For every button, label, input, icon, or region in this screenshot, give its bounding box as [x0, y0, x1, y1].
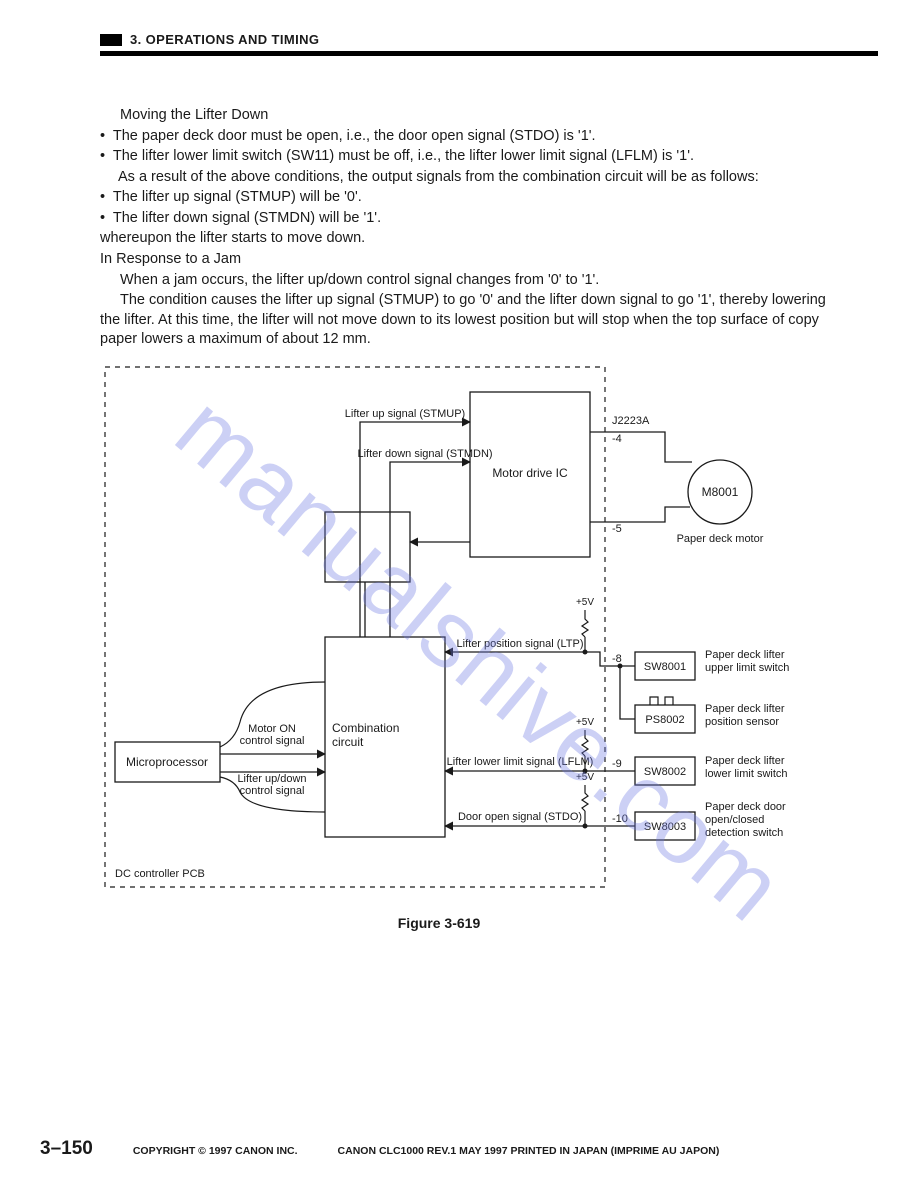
pin10-label: -10 — [612, 813, 628, 825]
pin5-label: -5 — [612, 523, 622, 535]
pin9-label: -9 — [612, 758, 622, 770]
j2223a-label: J2223A — [612, 415, 650, 427]
door-switch-label: Paper deck dooropen/closeddetection swit… — [705, 801, 786, 839]
page: 3. OPERATIONS AND TIMING Moving the Lift… — [0, 0, 918, 1188]
v5-2: +5V — [576, 717, 594, 728]
header-block-icon — [100, 34, 122, 46]
upper-limit-label: Paper deck lifterupper limit switch — [705, 649, 789, 674]
figure-caption: Figure 3-619 — [20, 915, 858, 931]
v5-3: +5V — [576, 772, 594, 783]
sw8003-label: SW8003 — [644, 821, 686, 833]
updown-label: Lifter up/downcontrol signal — [237, 773, 306, 797]
microprocessor-label: Microprocessor — [126, 755, 208, 769]
m8001-label: M8001 — [702, 485, 739, 499]
subheading: Moving the Lifter Down — [120, 106, 848, 126]
stmup-label: Lifter up signal (STMUP) — [345, 408, 465, 420]
footer-copyright: COPYRIGHT © 1997 CANON INC. — [133, 1145, 298, 1157]
footer-info: CANON CLC1000 REV.1 MAY 1997 PRINTED IN … — [338, 1145, 720, 1157]
ps8002-label: PS8002 — [645, 714, 684, 726]
lower-limit-label: Paper deck lifterlower limit switch — [705, 755, 788, 780]
motor-on-label: Motor ONcontrol signal — [240, 723, 305, 747]
bullet-2: • The lifter lower limit switch (SW11) m… — [100, 147, 848, 167]
header-rule — [100, 51, 878, 56]
pin8-label: -8 — [612, 653, 622, 665]
page-number: 3–150 — [40, 1138, 93, 1160]
sw8001-label: SW8001 — [644, 661, 686, 673]
section-title: 3. OPERATIONS AND TIMING — [130, 32, 319, 47]
para-4: When a jam occurs, the lifter up/down co… — [100, 271, 848, 291]
body-text: Moving the Lifter Down • The paper deck … — [100, 106, 848, 350]
pin4-label: -4 — [612, 433, 622, 445]
ltp-line — [445, 652, 635, 666]
lflm-label: Lifter lower limit signal (LFLM) — [447, 756, 594, 768]
v5-1: +5V — [576, 597, 594, 608]
ltp-branch — [620, 666, 635, 719]
paper-deck-motor-label: Paper deck motor — [677, 533, 764, 545]
motor-drive-ic-label: Motor drive IC — [492, 466, 568, 480]
para-3: In Response to a Jam — [100, 250, 848, 270]
resistor-3 — [582, 785, 588, 826]
bullet-1: • The paper deck door must be open, i.e.… — [100, 127, 848, 147]
page-footer: 3–150 COPYRIGHT © 1997 CANON INC. CANON … — [40, 1138, 878, 1160]
para-2: whereupon the lifter starts to move down… — [100, 229, 848, 249]
ltp-label: Lifter position signal (LTP) — [457, 638, 584, 650]
dc-controller-label: DC controller PCB — [115, 868, 205, 880]
para-1: As a result of the above conditions, the… — [118, 168, 848, 188]
section-header: 3. OPERATIONS AND TIMING — [100, 32, 878, 47]
sw8002-label: SW8002 — [644, 766, 686, 778]
stmdn-label: Lifter down signal (STMDN) — [357, 448, 492, 460]
stdo-label: Door open signal (STDO) — [458, 811, 582, 823]
para-5: The condition causes the lifter up signa… — [100, 291, 848, 350]
figure-3-619: manualshive.com DC controller PCB Motor … — [100, 362, 858, 902]
position-sensor-label: Paper deck lifterposition sensor — [705, 703, 785, 728]
diagram-svg: DC controller PCB Motor drive IC Combina… — [100, 362, 900, 902]
bullet-3: • The lifter up signal (STMUP) will be '… — [100, 188, 848, 208]
unnamed-block — [325, 512, 410, 582]
bullet-4: • The lifter down signal (STMDN) will be… — [100, 209, 848, 229]
